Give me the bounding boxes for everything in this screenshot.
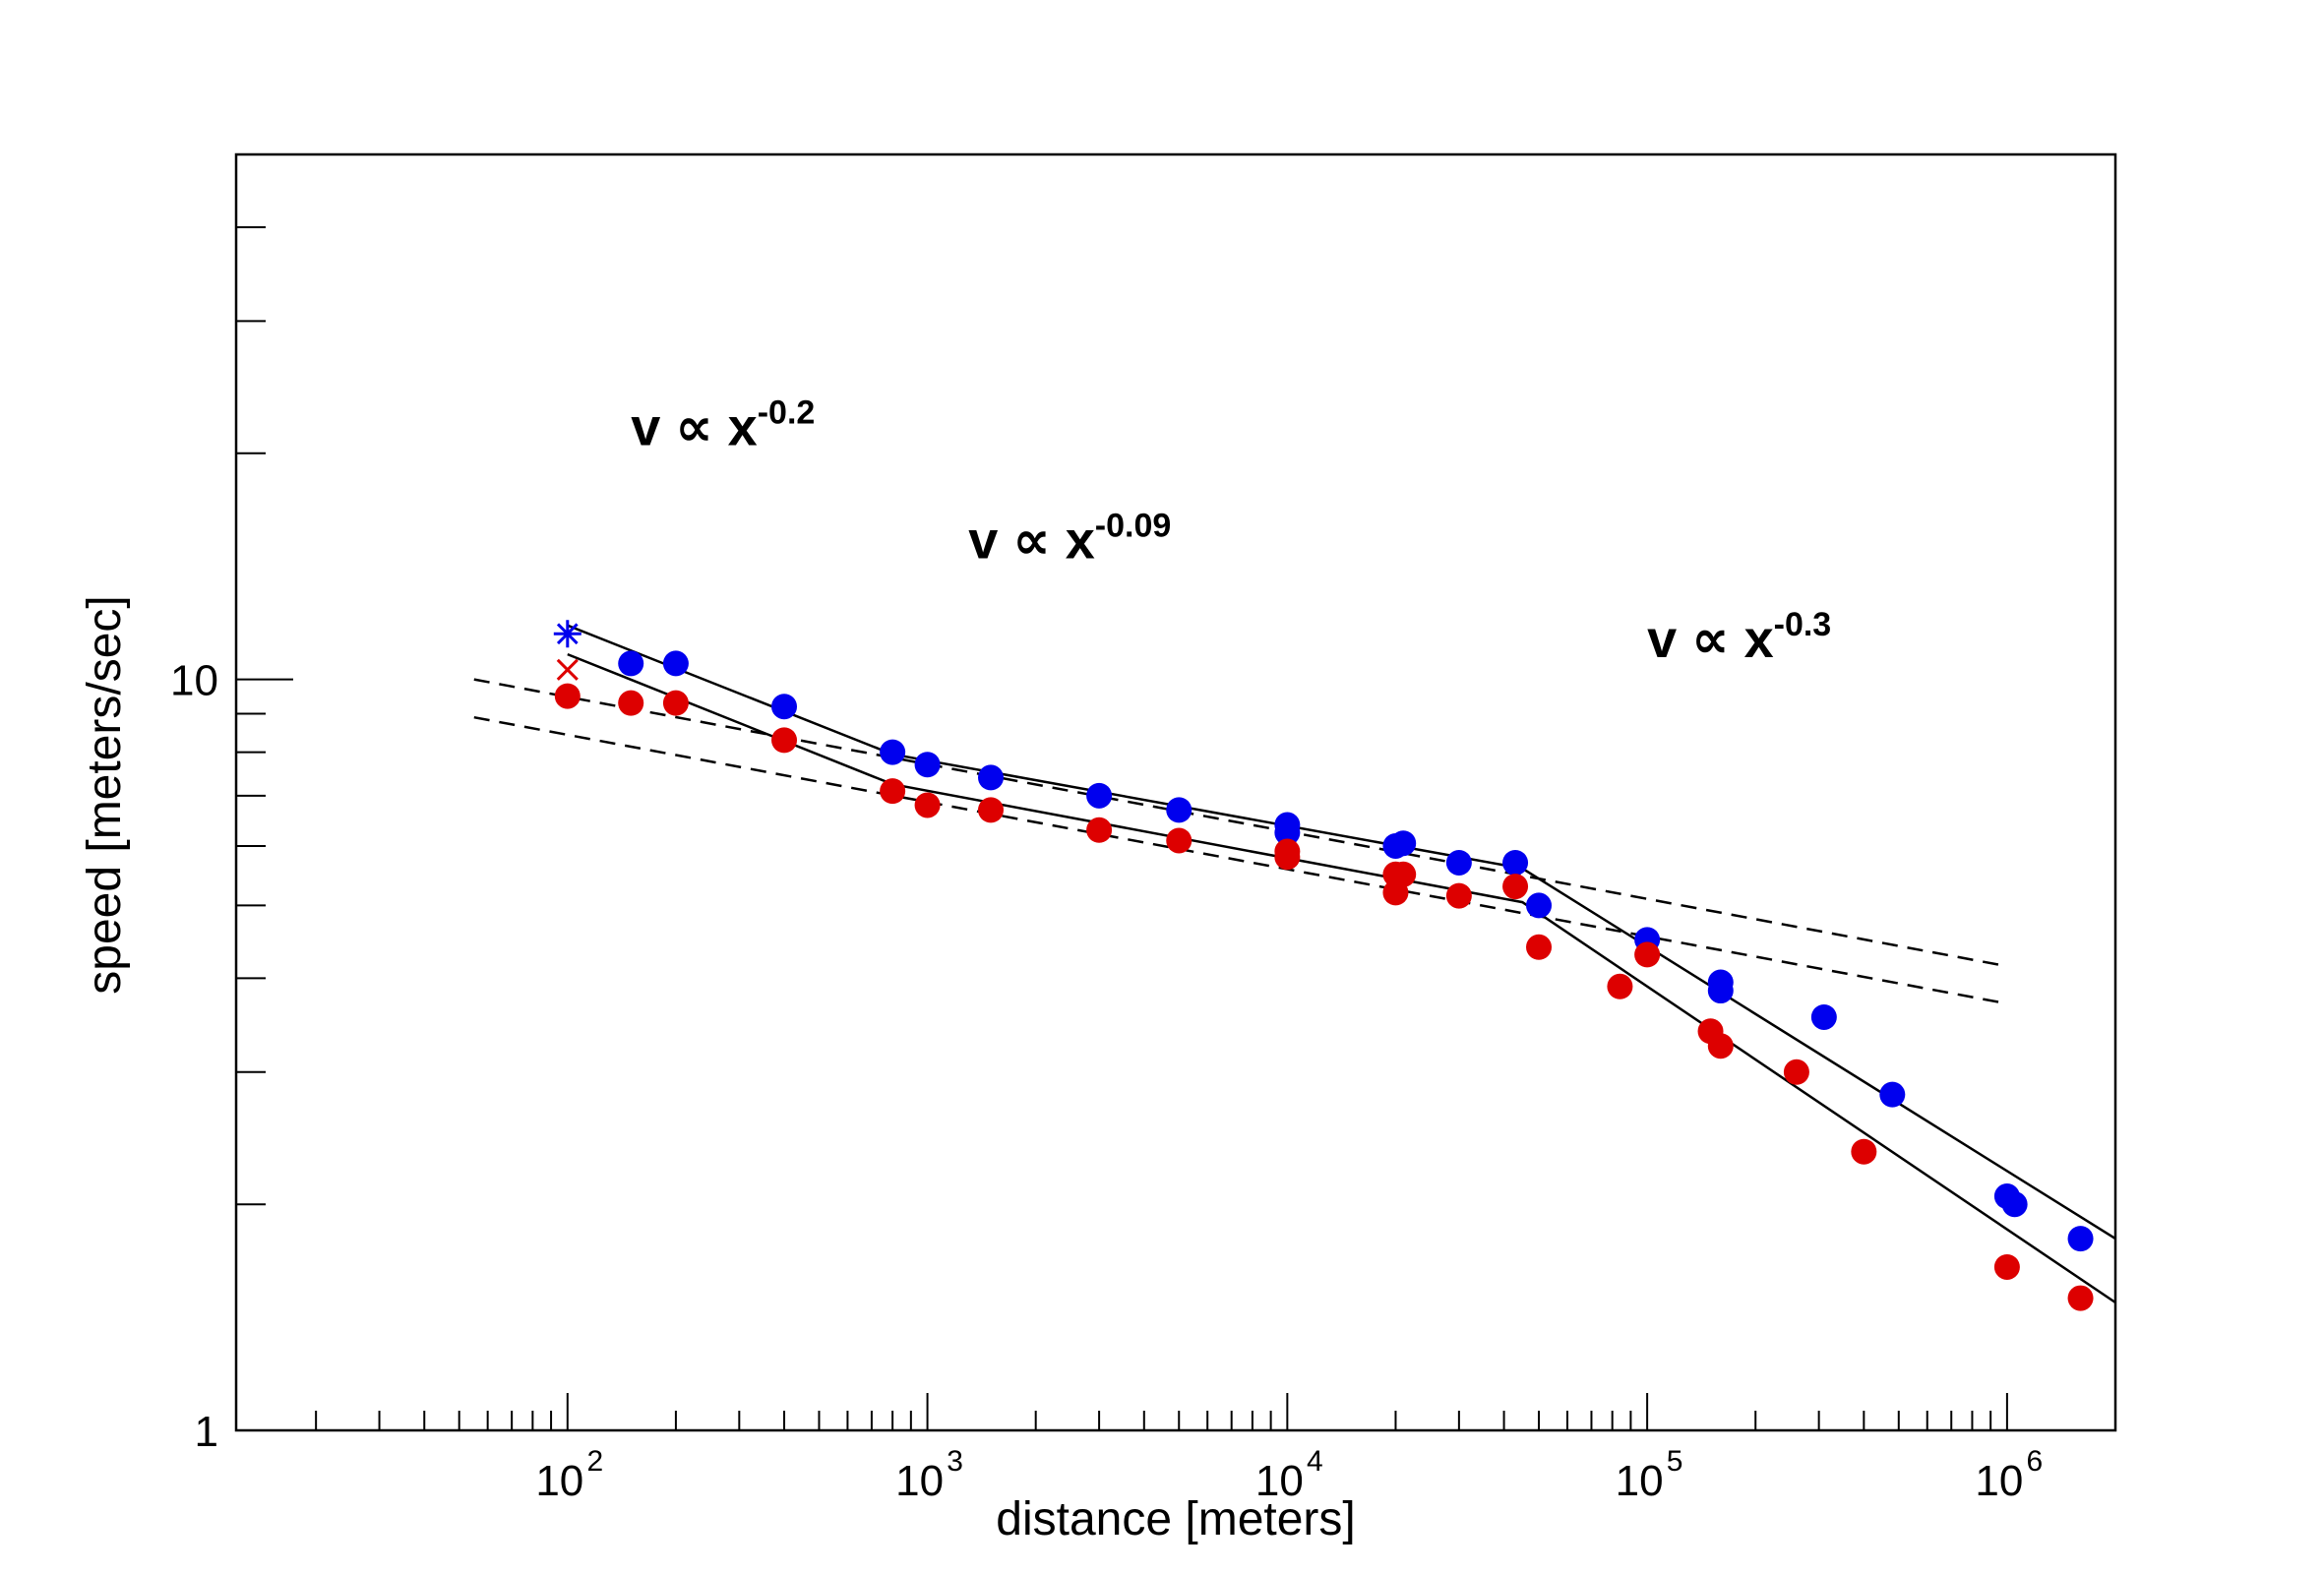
x-axis-label: distance [meters] xyxy=(996,1493,1355,1545)
y-axis-label: speed [meters/sec] xyxy=(79,595,131,995)
x-tick-exponent: 3 xyxy=(947,1445,963,1478)
data-points xyxy=(553,620,2094,1311)
data-point xyxy=(1851,1138,1877,1165)
data-point xyxy=(771,727,798,754)
annotations: v ∝ x-0.2 v ∝ x-0.09 v ∝ x-0.3 xyxy=(631,394,1831,670)
x-tick-exponent: 2 xyxy=(586,1445,603,1478)
x-tick-exponent: 4 xyxy=(1307,1445,1323,1478)
data-point xyxy=(914,752,941,778)
data-point xyxy=(1783,1059,1809,1085)
data-point xyxy=(1634,941,1661,968)
data-point xyxy=(771,694,798,720)
data-point xyxy=(1445,849,1472,876)
data-point xyxy=(1707,978,1734,1004)
data-point xyxy=(1166,827,1193,854)
fit-lines xyxy=(473,624,2116,1304)
data-point xyxy=(1526,934,1553,960)
data-point xyxy=(880,739,906,765)
power-law-annotation: v ∝ x-0.2 xyxy=(631,394,815,457)
x-tick-exponent: 6 xyxy=(2027,1445,2044,1478)
data-point xyxy=(1166,797,1193,823)
y-tick-label: 10 xyxy=(170,657,218,705)
data-point xyxy=(1993,1253,2020,1280)
x-tick-label: 10 xyxy=(1975,1457,2023,1505)
data-point xyxy=(1879,1081,1906,1108)
data-point xyxy=(1502,874,1529,900)
fit-line xyxy=(567,652,2116,1304)
x-tick-label: 10 xyxy=(1616,1457,1664,1505)
axis-ticks xyxy=(236,153,2116,1431)
data-point xyxy=(1502,849,1529,876)
fit-line xyxy=(567,624,2116,1241)
data-point xyxy=(1086,782,1113,809)
data-point xyxy=(1274,838,1301,865)
power-law-annotation: v ∝ x-0.3 xyxy=(1647,606,1831,669)
data-point xyxy=(1274,819,1301,846)
data-point xyxy=(1607,973,1633,999)
x-data-point xyxy=(556,658,579,681)
data-point xyxy=(1390,861,1417,887)
x-tick-label: 10 xyxy=(535,1457,583,1505)
dashed-fit-line xyxy=(473,678,2008,968)
data-point xyxy=(1086,817,1113,843)
data-point xyxy=(977,797,1004,823)
data-point xyxy=(2067,1285,2094,1311)
data-point xyxy=(1707,1033,1734,1059)
data-point xyxy=(2067,1226,2094,1252)
data-point xyxy=(662,690,689,716)
data-point xyxy=(618,650,644,677)
data-point xyxy=(618,690,644,716)
data-point xyxy=(977,764,1004,791)
plot-frame xyxy=(234,152,2117,1432)
data-point xyxy=(880,778,906,805)
x-tick-label: 10 xyxy=(1255,1457,1304,1505)
star-data-point xyxy=(553,620,581,648)
power-law-annotation: v ∝ x-0.09 xyxy=(968,507,1171,570)
data-point xyxy=(914,792,941,818)
data-point xyxy=(662,650,689,677)
data-point xyxy=(554,683,581,709)
data-point xyxy=(1445,882,1472,909)
x-tick-exponent: 5 xyxy=(1667,1445,1683,1478)
data-point xyxy=(1526,892,1553,919)
data-point xyxy=(2001,1191,2028,1218)
x-tick-label: 10 xyxy=(895,1457,944,1505)
data-point xyxy=(1810,1003,1837,1030)
data-point xyxy=(1390,830,1417,857)
dashed-fit-line xyxy=(473,715,2008,1005)
y-tick-label: 1 xyxy=(195,1408,218,1456)
